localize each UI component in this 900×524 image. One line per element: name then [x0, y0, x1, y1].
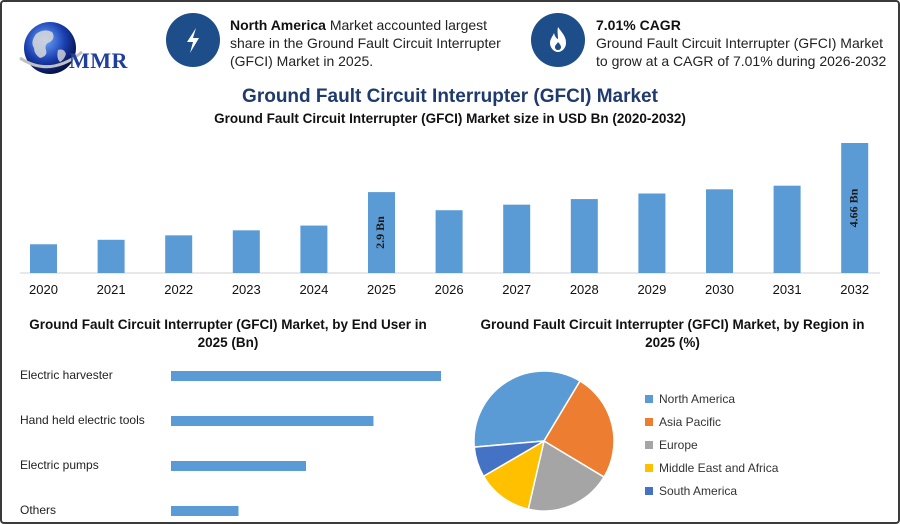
x-tick-2024: 2024 [299, 282, 328, 297]
region-chart-title: Ground Fault Circuit Interrupter (GFCI) … [480, 317, 865, 350]
x-tick-2021: 2021 [97, 282, 126, 297]
category-label-hand-held-electric-tools: Hand held electric tools [20, 413, 145, 427]
pie-slice-asia-pacific [542, 379, 615, 479]
hbar-electric-pumps [171, 461, 306, 471]
hbar-electric-harvester [171, 371, 441, 381]
x-tick-2029: 2029 [637, 282, 666, 297]
legend-swatch [645, 486, 653, 495]
hbar-hand-held-electric-tools [171, 416, 374, 426]
legend-item-middle-east-and-africa: Middle East and Africa [645, 456, 778, 479]
legend-label: South America [659, 483, 738, 498]
bar-2029 [638, 193, 666, 273]
bar-2020 [30, 244, 57, 273]
legend-swatch [645, 440, 653, 449]
bar-2024 [300, 225, 328, 273]
lightning-badge [166, 13, 220, 67]
info-right-text: Ground Fault Circuit Interrupter (GFCI) … [596, 35, 887, 69]
bar-2027 [503, 204, 531, 273]
data-label-2032: 4.66 Bn [846, 188, 860, 227]
x-tick-2023: 2023 [232, 282, 261, 297]
flame-icon [550, 27, 566, 52]
legend-label: Asia Pacific [659, 414, 722, 429]
bar-chart: 2020 2021 2022 2023 2024 2025 2.9 Bn 2026 2027 20… [20, 143, 880, 297]
legend-item-north-america: North America [645, 387, 778, 410]
legend-label: North America [659, 391, 736, 406]
end-user-bar-chart: Electric harvester Hand held electric too… [20, 368, 441, 517]
bar-2026 [435, 210, 463, 273]
bar-2021 [97, 239, 125, 273]
bar-2028 [570, 199, 598, 273]
info-left-bold: North America [230, 17, 326, 33]
pie-slice-europe [527, 439, 606, 512]
info-cagr: 7.01% CAGR Ground Fault Circuit Interrup… [596, 16, 891, 70]
pie-slice-middle-east-and-africa [482, 439, 546, 511]
logo-text: MMR [69, 48, 128, 73]
legend-swatch [645, 463, 653, 472]
bar-2030 [706, 189, 733, 273]
category-label-electric-pumps: Electric pumps [20, 458, 99, 472]
x-tick-2020: 2020 [29, 282, 58, 297]
legend-label: Europe [659, 437, 698, 452]
bar-2022 [165, 235, 193, 273]
legend-swatch [645, 417, 653, 426]
data-label-2025: 2.9 Bn [373, 216, 387, 249]
flame-badge [531, 13, 585, 67]
end-user-chart-title: Ground Fault Circuit Interrupter (GFCI) … [29, 317, 427, 350]
region-pie-chart [473, 370, 615, 512]
x-tick-2025: 2025 [367, 282, 396, 297]
pie-slice-north-america [473, 370, 582, 448]
info-left-text: Market accounted largest share in the Gr… [230, 17, 501, 69]
x-tick-2032: 2032 [840, 282, 869, 297]
legend-item-south-america: South America [645, 479, 778, 502]
x-tick-2026: 2026 [435, 282, 464, 297]
category-label-electric-harvester: Electric harvester [20, 368, 113, 382]
category-label-others: Others [20, 503, 56, 517]
mmr-logo: MMR [14, 14, 139, 78]
lightning-icon [187, 28, 199, 53]
legend-label: Middle East and Africa [659, 460, 779, 475]
x-tick-2031: 2031 [773, 282, 802, 297]
pie-slice-south-america [473, 440, 545, 478]
legend-swatch [645, 394, 653, 403]
globe-icon [19, 22, 83, 74]
bar-2032 [841, 143, 869, 273]
pie-legend: North America Asia Pacific Europe Middle Ea… [645, 387, 778, 502]
hbar-others [171, 506, 239, 516]
x-tick-2030: 2030 [705, 282, 734, 297]
x-tick-2022: 2022 [164, 282, 193, 297]
bar-2031 [773, 185, 801, 273]
x-tick-2027: 2027 [502, 282, 531, 297]
bar-2025 [368, 192, 395, 273]
legend-item-asia-pacific: Asia Pacific [645, 410, 778, 433]
page-title: Ground Fault Circuit Interrupter (GFCI) … [242, 86, 658, 107]
info-north-america: North America Market accounted largest s… [230, 16, 515, 70]
legend-item-europe: Europe [645, 433, 778, 456]
bar-2023 [232, 230, 260, 273]
bar-chart-title: Ground Fault Circuit Interrupter (GFCI) … [214, 111, 686, 126]
x-tick-2028: 2028 [570, 282, 599, 297]
info-right-bold: 7.01% CAGR [596, 17, 681, 33]
